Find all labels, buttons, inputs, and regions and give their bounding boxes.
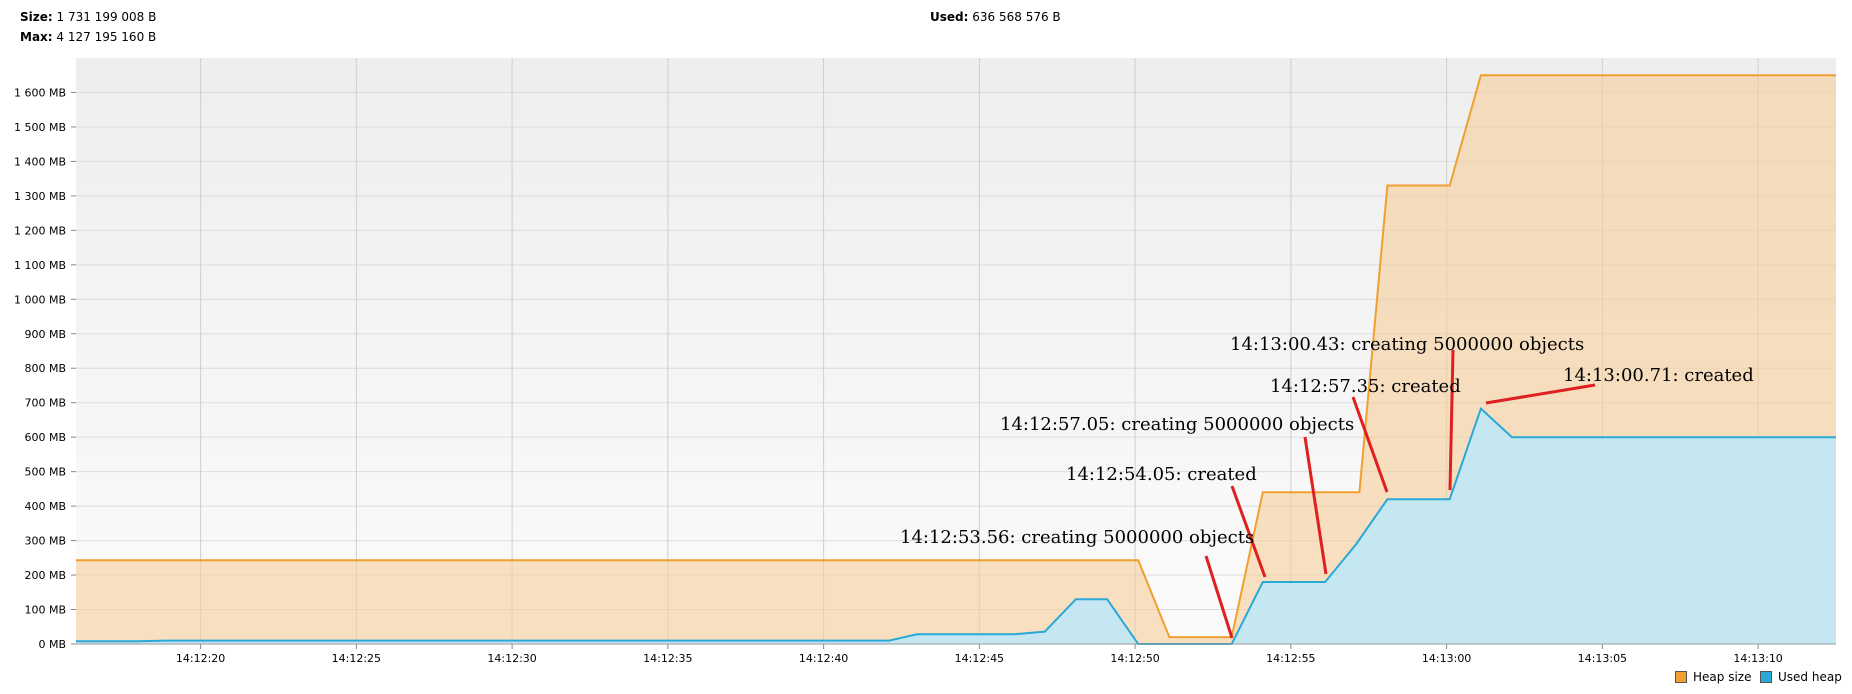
- x-tick-label: 14:12:55: [1266, 652, 1315, 665]
- max-label: Max:: [20, 30, 53, 44]
- used-stat: Used: 636 568 576 B: [930, 7, 1061, 27]
- x-tick-label: 14:12:40: [799, 652, 848, 665]
- legend-used-heap: Used heap: [1760, 670, 1842, 684]
- y-tick-label: 800 MB: [24, 362, 66, 375]
- y-tick-label: 100 MB: [24, 604, 66, 617]
- y-tick-label: 400 MB: [24, 500, 66, 513]
- annotation-pointer: [1485, 383, 1596, 405]
- y-tick-label: 500 MB: [24, 466, 66, 479]
- annotation-label: 14:12:57.35: created: [1270, 376, 1461, 397]
- y-tick-label: 1 100 MB: [14, 259, 66, 272]
- annotation-pointer: [1303, 436, 1328, 575]
- max-stat: Max: 4 127 195 160 B: [20, 27, 156, 47]
- y-tick-label: 1 500 MB: [14, 121, 66, 134]
- size-stat: Size: 1 731 199 008 B: [20, 7, 156, 27]
- x-tick-label: 14:13:05: [1578, 652, 1627, 665]
- used-heap-swatch: [1760, 671, 1772, 683]
- y-tick-label: 1 000 MB: [14, 293, 66, 306]
- x-tick-label: 14:13:00: [1422, 652, 1471, 665]
- legend-heap-size: Heap size: [1675, 670, 1751, 684]
- x-tick-label: 14:12:50: [1110, 652, 1159, 665]
- annotation-pointer: [1204, 555, 1234, 639]
- annotation-pointer: [1351, 396, 1389, 493]
- size-label: Size:: [20, 10, 53, 24]
- y-tick-label: 600 MB: [24, 431, 66, 444]
- y-tick-label: 700 MB: [24, 397, 66, 410]
- annotation-label: 14:12:54.05: created: [1066, 464, 1257, 485]
- heap-stats: Size: 1 731 199 008 B Max: 4 127 195 160…: [20, 7, 156, 47]
- max-value: 4 127 195 160 B: [56, 30, 157, 44]
- y-tick-label: 1 200 MB: [14, 224, 66, 237]
- annotation-label: 14:12:53.56: creating 5000000 objects: [900, 527, 1254, 548]
- x-tick-label: 14:12:35: [643, 652, 692, 665]
- legend-used-heap-label: Used heap: [1778, 670, 1842, 684]
- annotation-pointer: [1448, 349, 1455, 491]
- y-tick-label: 1 600 MB: [14, 86, 66, 99]
- used-label: Used:: [930, 10, 969, 24]
- annotation-pointer: [1230, 485, 1267, 578]
- heap-size-swatch: [1675, 671, 1687, 683]
- annotation-label: 14:13:00.71: created: [1563, 365, 1754, 386]
- y-tick-label: 1 400 MB: [14, 155, 66, 168]
- x-tick-label: 14:13:10: [1733, 652, 1782, 665]
- used-value: 636 568 576 B: [972, 10, 1061, 24]
- x-tick-label: 14:12:20: [176, 652, 225, 665]
- x-tick-label: 14:12:45: [955, 652, 1004, 665]
- annotation-label: 14:13:00.43: creating 5000000 objects: [1230, 334, 1584, 355]
- size-value: 1 731 199 008 B: [56, 10, 157, 24]
- y-tick-label: 200 MB: [24, 569, 66, 582]
- y-tick-label: 0 MB: [38, 638, 66, 651]
- annotation-label: 14:12:57.05: creating 5000000 objects: [1000, 414, 1354, 435]
- y-tick-label: 300 MB: [24, 535, 66, 548]
- x-tick-label: 14:12:30: [487, 652, 536, 665]
- heap-size-line: [76, 74, 1836, 639]
- y-tick-label: 900 MB: [24, 328, 66, 341]
- used-heap-area: [76, 408, 1836, 644]
- x-tick-label: 14:12:25: [332, 652, 381, 665]
- y-tick-label: 1 300 MB: [14, 190, 66, 203]
- legend-heap-size-label: Heap size: [1693, 670, 1752, 684]
